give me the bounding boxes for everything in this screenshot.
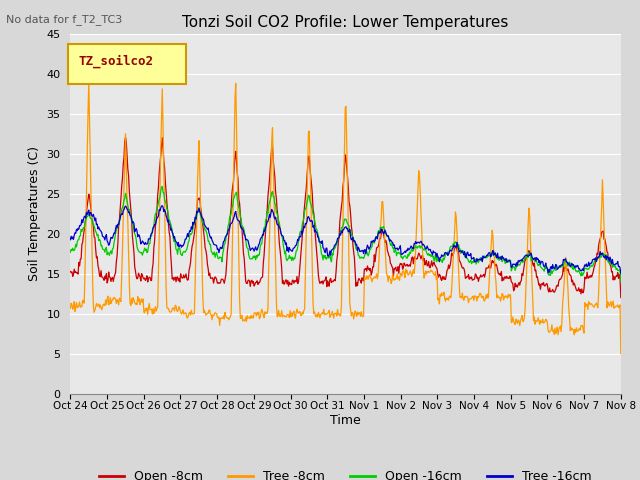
- Text: TZ_soilco2: TZ_soilco2: [79, 55, 154, 68]
- Title: Tonzi Soil CO2 Profile: Lower Temperatures: Tonzi Soil CO2 Profile: Lower Temperatur…: [182, 15, 509, 30]
- X-axis label: Time: Time: [330, 414, 361, 427]
- Y-axis label: Soil Temperatures (C): Soil Temperatures (C): [28, 146, 41, 281]
- FancyBboxPatch shape: [68, 44, 186, 84]
- Legend: Open -8cm, Tree -8cm, Open -16cm, Tree -16cm: Open -8cm, Tree -8cm, Open -16cm, Tree -…: [95, 465, 596, 480]
- Text: No data for f_T2_TC3: No data for f_T2_TC3: [6, 14, 123, 25]
